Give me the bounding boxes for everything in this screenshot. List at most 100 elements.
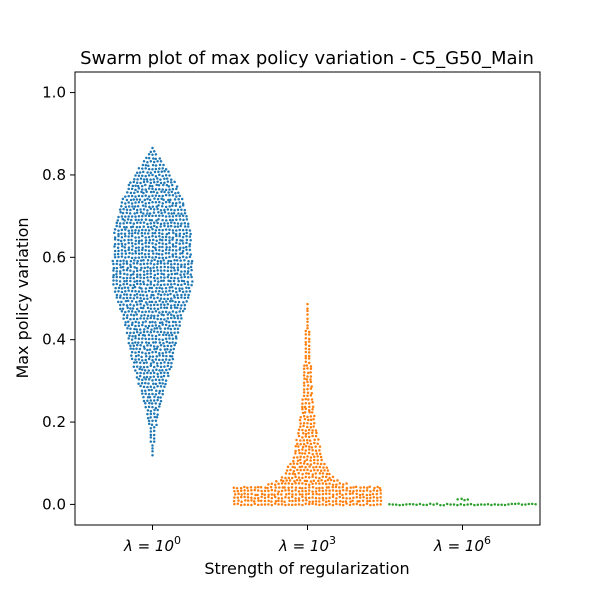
swarm-point bbox=[154, 229, 158, 232]
swarm-point bbox=[157, 292, 160, 296]
swarm-point bbox=[309, 380, 313, 384]
swarm-point bbox=[144, 167, 147, 170]
swarm-point bbox=[307, 344, 311, 348]
swarm-point bbox=[135, 293, 139, 296]
swarm-point bbox=[115, 262, 119, 266]
swarm-point bbox=[142, 399, 146, 403]
swarm-point bbox=[311, 500, 315, 503]
swarm-point bbox=[154, 157, 157, 161]
swarm-point bbox=[136, 204, 140, 208]
swarm-point bbox=[361, 493, 365, 496]
swarm-point bbox=[290, 476, 294, 480]
swarm-point bbox=[174, 252, 178, 256]
swarm-point bbox=[338, 495, 342, 499]
swarm-point bbox=[165, 219, 168, 222]
swarm-point bbox=[134, 369, 137, 372]
swarm-point bbox=[156, 272, 160, 276]
swarm-point bbox=[149, 412, 153, 416]
swarm-point bbox=[147, 289, 151, 293]
swarm-point bbox=[298, 493, 301, 496]
swarm-point bbox=[178, 228, 181, 232]
swarm-point bbox=[306, 391, 310, 394]
swarm-point bbox=[125, 276, 129, 280]
swarm-point bbox=[124, 205, 127, 209]
swarm-point bbox=[166, 265, 170, 269]
swarm-point bbox=[362, 503, 365, 507]
swarm-point bbox=[296, 468, 299, 472]
swarm-point bbox=[168, 248, 171, 252]
swarm-point bbox=[240, 500, 243, 503]
swarm-point bbox=[148, 205, 151, 209]
swarm-point bbox=[376, 485, 379, 489]
swarm-point bbox=[178, 205, 182, 209]
swarm-point bbox=[307, 486, 311, 489]
swarm-point bbox=[112, 266, 116, 270]
swarm-point bbox=[309, 371, 312, 374]
swarm-point bbox=[143, 198, 147, 202]
swarm-point bbox=[476, 503, 480, 506]
swarm-point bbox=[311, 434, 314, 438]
swarm-point bbox=[125, 282, 129, 286]
swarm-point bbox=[156, 375, 160, 378]
swarm-point bbox=[135, 198, 139, 201]
swarm-point bbox=[372, 503, 376, 507]
swarm-point bbox=[294, 482, 297, 485]
swarm-point bbox=[118, 270, 122, 273]
swarm-point bbox=[309, 463, 313, 466]
swarm-point bbox=[295, 438, 298, 442]
swarm-point bbox=[179, 314, 182, 317]
swarm-point bbox=[156, 384, 159, 388]
swarm-point bbox=[158, 354, 161, 357]
swarm-point bbox=[158, 241, 161, 245]
swarm-point bbox=[175, 259, 179, 262]
swarm-point bbox=[302, 439, 306, 442]
swarm-point bbox=[144, 337, 147, 341]
swarm-point bbox=[159, 399, 163, 403]
swarm-point bbox=[134, 229, 137, 232]
swarm-point bbox=[183, 208, 187, 212]
swarm-point bbox=[137, 252, 141, 255]
swarm-point bbox=[142, 221, 146, 224]
swarm-point bbox=[120, 232, 123, 235]
swarm-point bbox=[311, 453, 314, 456]
swarm-point bbox=[172, 314, 176, 317]
swarm-point bbox=[362, 495, 365, 499]
swarm-point bbox=[144, 218, 148, 221]
swarm-point bbox=[134, 354, 138, 358]
swarm-point bbox=[256, 485, 260, 489]
swarm-point bbox=[507, 503, 510, 506]
swarm-point bbox=[152, 160, 156, 164]
swarm-point bbox=[168, 341, 171, 345]
swarm-point bbox=[137, 236, 141, 239]
swarm-point bbox=[304, 489, 308, 493]
swarm-point bbox=[287, 488, 291, 492]
swarm-point bbox=[309, 469, 313, 472]
swarm-point bbox=[233, 489, 236, 493]
swarm-point bbox=[147, 382, 150, 385]
swarm-point bbox=[292, 456, 296, 459]
swarm-point bbox=[125, 293, 129, 296]
swarm-point bbox=[304, 465, 307, 469]
swarm-point bbox=[148, 239, 152, 242]
swarm-point bbox=[133, 294, 136, 297]
swarm-point bbox=[301, 503, 304, 507]
swarm-point bbox=[303, 417, 307, 421]
swarm-point bbox=[296, 456, 299, 459]
swarm-point bbox=[150, 388, 153, 392]
swarm-point bbox=[290, 486, 294, 489]
swarm-point bbox=[321, 492, 325, 496]
swarm-point bbox=[190, 268, 193, 272]
swarm-point bbox=[136, 190, 139, 194]
swarm-point bbox=[290, 489, 294, 493]
swarm-point bbox=[154, 393, 158, 396]
x-tick-label: λ = 106 bbox=[433, 534, 491, 555]
swarm-point bbox=[155, 219, 158, 222]
swarm-point bbox=[129, 265, 133, 269]
swarm-point bbox=[306, 441, 309, 445]
swarm-point bbox=[273, 495, 277, 499]
swarm-point bbox=[159, 344, 163, 347]
swarm-point bbox=[137, 194, 141, 198]
swarm-point bbox=[153, 258, 156, 262]
swarm-point bbox=[307, 340, 311, 343]
swarm-point bbox=[122, 282, 125, 286]
